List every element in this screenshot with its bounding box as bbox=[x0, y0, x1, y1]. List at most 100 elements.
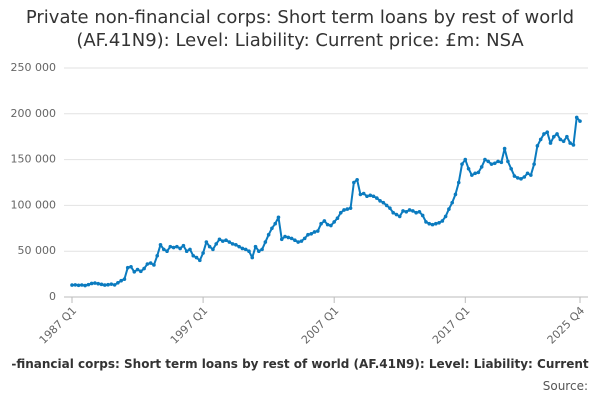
data-point bbox=[234, 242, 238, 247]
data-point bbox=[296, 240, 300, 244]
data-point bbox=[139, 269, 143, 274]
data-point bbox=[345, 207, 350, 211]
data-point bbox=[132, 270, 137, 274]
data-point bbox=[165, 249, 169, 253]
data-point bbox=[417, 210, 422, 214]
data-point bbox=[155, 253, 160, 258]
data-point bbox=[214, 242, 219, 246]
data-point bbox=[492, 161, 497, 166]
data-point bbox=[401, 209, 405, 213]
chart-title: Private non-financial corps: Short term … bbox=[25, 7, 575, 51]
data-point bbox=[565, 134, 569, 139]
data-point bbox=[194, 255, 199, 260]
data-point bbox=[578, 119, 582, 123]
data-point bbox=[319, 221, 323, 226]
data-point bbox=[204, 240, 209, 244]
data-point bbox=[243, 247, 248, 252]
data-point bbox=[198, 258, 202, 263]
data-point bbox=[440, 219, 445, 223]
data-point bbox=[489, 162, 494, 166]
data-point bbox=[568, 141, 572, 145]
data-point bbox=[191, 253, 196, 258]
footer-title: -financial corps: Short term loans by re… bbox=[11, 357, 589, 371]
data-point bbox=[227, 240, 232, 244]
data-point bbox=[80, 283, 84, 287]
data-point bbox=[276, 215, 281, 220]
data-point bbox=[224, 238, 228, 243]
data-point bbox=[342, 208, 346, 212]
data-point bbox=[430, 222, 435, 227]
data-point bbox=[145, 262, 150, 266]
y-tick-label: 250 000 bbox=[11, 61, 57, 74]
data-point bbox=[148, 261, 153, 265]
data-point bbox=[447, 207, 451, 211]
data-point bbox=[86, 282, 91, 287]
data-point bbox=[512, 174, 517, 178]
data-point bbox=[437, 221, 441, 225]
data-point bbox=[470, 173, 474, 177]
data-point bbox=[283, 234, 287, 239]
y-tick-label: 0 bbox=[49, 290, 56, 303]
data-point bbox=[361, 191, 366, 196]
data-point bbox=[217, 237, 222, 242]
data-point bbox=[571, 143, 576, 147]
data-point bbox=[122, 277, 127, 281]
data-point bbox=[201, 251, 205, 255]
data-point bbox=[414, 210, 418, 215]
data-point bbox=[378, 199, 382, 203]
data-point bbox=[502, 146, 507, 151]
data-point bbox=[325, 222, 330, 227]
data-point bbox=[76, 283, 81, 288]
y-tick-label: 200 000 bbox=[11, 107, 57, 120]
data-point bbox=[443, 214, 448, 219]
data-point bbox=[322, 219, 327, 223]
data-point bbox=[365, 194, 369, 199]
data-point bbox=[460, 162, 464, 166]
data-point bbox=[450, 200, 454, 205]
data-point bbox=[257, 249, 261, 253]
data-point bbox=[404, 210, 409, 214]
data-point bbox=[93, 281, 97, 285]
data-point bbox=[240, 246, 245, 251]
data-point bbox=[381, 200, 386, 205]
data-point bbox=[555, 132, 559, 136]
data-point bbox=[329, 223, 333, 228]
data-point bbox=[220, 239, 225, 243]
data-point bbox=[135, 267, 140, 272]
data-point bbox=[433, 221, 438, 226]
data-point bbox=[316, 229, 320, 233]
data-point bbox=[299, 239, 304, 243]
data-point bbox=[332, 220, 336, 224]
data-point bbox=[473, 171, 477, 176]
data-point bbox=[266, 232, 271, 237]
data-point bbox=[175, 244, 179, 249]
data-point bbox=[109, 282, 114, 286]
data-point bbox=[306, 232, 310, 237]
data-point bbox=[260, 247, 264, 252]
data-point bbox=[83, 283, 87, 288]
data-point bbox=[348, 206, 353, 210]
data-point bbox=[270, 226, 274, 231]
data-point bbox=[273, 221, 278, 226]
x-tick-label: 2007 Q1 bbox=[299, 304, 342, 347]
data-point bbox=[551, 134, 556, 139]
data-point bbox=[561, 139, 566, 144]
x-tick-label: 2025 Q4 bbox=[545, 304, 588, 347]
data-point bbox=[142, 266, 146, 271]
data-point bbox=[509, 166, 513, 171]
data-point bbox=[161, 247, 166, 252]
data-point bbox=[420, 213, 425, 218]
data-point bbox=[171, 245, 176, 250]
data-point bbox=[496, 159, 500, 164]
data-point bbox=[352, 180, 356, 185]
data-point bbox=[371, 194, 376, 199]
data-point bbox=[538, 137, 543, 142]
data-point bbox=[247, 249, 251, 253]
data-point bbox=[309, 231, 314, 236]
data-point bbox=[479, 165, 484, 169]
x-tick-label: 1997 Q1 bbox=[168, 304, 211, 347]
data-point bbox=[411, 209, 415, 213]
data-point bbox=[89, 281, 94, 286]
data-point bbox=[181, 243, 186, 248]
data-point bbox=[522, 175, 527, 179]
